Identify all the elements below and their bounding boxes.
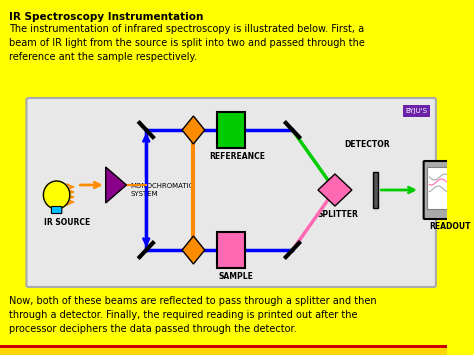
Text: SPLITTER: SPLITTER — [318, 210, 359, 219]
Bar — [217, 112, 246, 148]
Text: Now, both of these beams are reflected to pass through a splitter and then
throu: Now, both of these beams are reflected t… — [9, 296, 377, 334]
Polygon shape — [106, 167, 127, 203]
Text: REFEREANCE: REFEREANCE — [210, 152, 265, 161]
Bar — [373, 172, 378, 208]
Text: READOUT: READOUT — [429, 222, 471, 231]
Text: IR Spectroscopy Instrumentation: IR Spectroscopy Instrumentation — [9, 12, 204, 22]
Text: SAMPLE: SAMPLE — [219, 272, 254, 281]
FancyBboxPatch shape — [424, 161, 474, 219]
Text: MONOCHROMATIC
SYSTEM: MONOCHROMATIC SYSTEM — [130, 183, 193, 197]
Bar — [0, 345, 447, 353]
Text: BYJU'S: BYJU'S — [406, 108, 428, 114]
Bar — [428, 167, 474, 209]
Polygon shape — [182, 236, 205, 264]
Text: The instrumentation of infrared spectroscopy is illustrated below. First, a
beam: The instrumentation of infrared spectros… — [9, 24, 365, 62]
Polygon shape — [182, 116, 205, 144]
Circle shape — [44, 181, 70, 209]
FancyBboxPatch shape — [51, 207, 62, 213]
Text: DETECTOR: DETECTOR — [345, 140, 390, 149]
Bar — [0, 348, 447, 355]
Text: IR SOURCE: IR SOURCE — [45, 218, 91, 227]
Bar — [217, 232, 246, 268]
FancyBboxPatch shape — [27, 98, 436, 287]
Polygon shape — [318, 174, 352, 206]
